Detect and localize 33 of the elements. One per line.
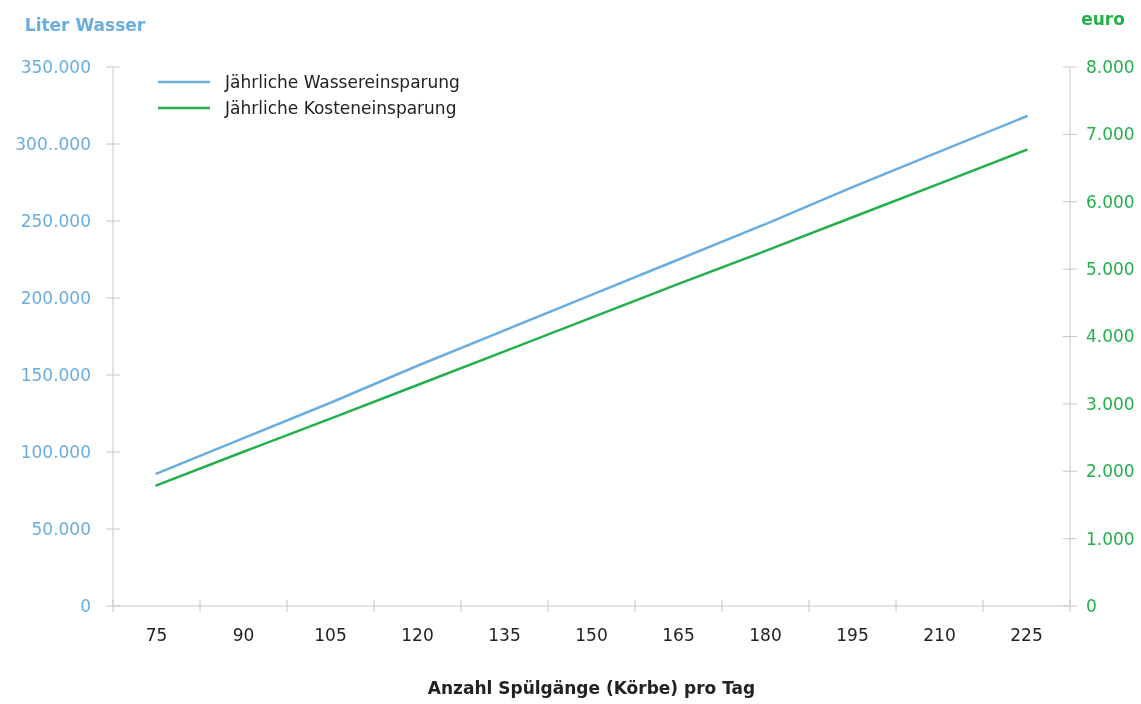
x-tick-label: 180 (749, 625, 782, 645)
y2-axis-title: euro (1081, 9, 1125, 29)
y-tick-label: 350.000 (20, 56, 91, 77)
x-tick-label: 105 (314, 625, 347, 645)
y2-tick-label: 4.000 (1086, 326, 1135, 347)
y-tick-label: 50.000 (31, 518, 91, 539)
x-axis-title: Anzahl Spülgänge (Körbe) pro Tag (427, 678, 756, 698)
y2-tick-label: 3.000 (1086, 393, 1135, 414)
x-tick-label: 165 (662, 625, 695, 645)
y-tick-label: 300..000 (15, 133, 91, 154)
y2-tick-label: 1.000 (1086, 528, 1135, 549)
x-tick-label: 195 (836, 625, 869, 645)
x-tick-label: 75 (145, 625, 168, 645)
y2-tick-label: 8.000 (1086, 56, 1135, 77)
x-tick-label: 150 (575, 625, 608, 645)
y2-tick-label: 0 (1086, 595, 1097, 616)
y2-tick-label: 7.000 (1086, 124, 1135, 145)
legend-label: Jährliche Kosteneinsparung (224, 97, 457, 118)
legend-label: Jährliche Wassereinsparung (224, 71, 460, 92)
x-tick-label: 120 (401, 625, 434, 645)
y-tick-label: 0 (80, 595, 91, 616)
y2-tick-label: 2.000 (1086, 461, 1135, 482)
y-tick-label: 150.000 (20, 364, 91, 385)
y-tick-label: 250.000 (20, 210, 91, 231)
y-tick-label: 100.000 (20, 441, 91, 462)
x-tick-label: 225 (1010, 625, 1043, 645)
x-tick-label: 210 (923, 625, 956, 645)
y-tick-label: 200.000 (20, 287, 91, 308)
x-tick-label: 90 (232, 625, 255, 645)
y-axis-title: Liter Wasser (24, 15, 146, 35)
x-tick-label: 135 (488, 625, 521, 645)
y2-tick-label: 6.000 (1086, 191, 1135, 212)
y2-tick-label: 5.000 (1086, 259, 1135, 280)
